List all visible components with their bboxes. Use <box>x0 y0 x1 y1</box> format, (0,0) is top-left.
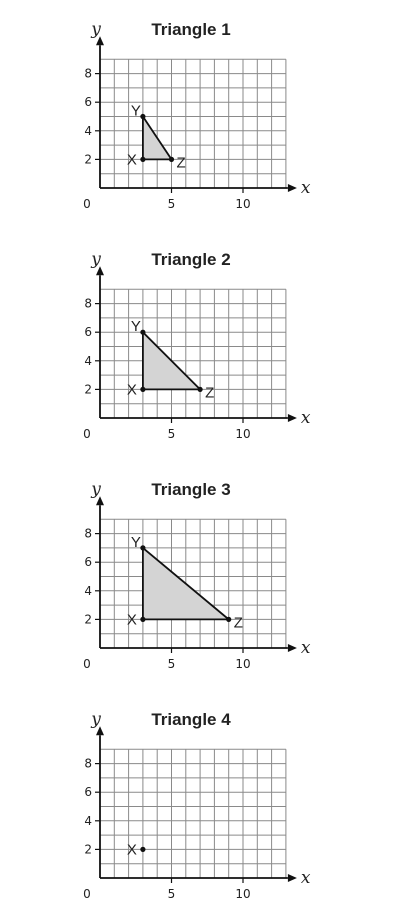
triangle-shape <box>141 545 232 621</box>
vertex-label-z: Z <box>205 384 214 401</box>
triangle-shape <box>141 113 174 161</box>
y-axis-label: y <box>90 19 101 39</box>
y-tick-label: 4 <box>84 814 92 828</box>
panel-triangle-2: Triangle 2 x y 0 2 4 6 8 5 10 X Y Z <box>83 249 311 441</box>
panel-title: Triangle 1 <box>151 20 230 39</box>
vertex-label-x: X <box>127 151 137 168</box>
vertex-label-x: X <box>127 611 137 628</box>
vertex-point-z <box>168 156 175 162</box>
x-tick-label: 5 <box>168 887 176 901</box>
y-tick-label: 6 <box>84 95 92 109</box>
grid <box>100 58 287 188</box>
y-tick-label: 8 <box>84 757 92 771</box>
x-axis-arrow-icon <box>287 414 297 422</box>
vertex-point-y <box>140 545 146 551</box>
y-tick-label: 6 <box>84 325 92 339</box>
x-axis-label: x <box>301 178 311 198</box>
origin-label: 0 <box>83 197 91 211</box>
vertex-point-x <box>140 846 146 853</box>
panel-triangle-1: Triangle 1 x y 0 2 4 6 8 5 10 X Y Z <box>83 19 311 211</box>
origin-label: 0 <box>83 657 91 671</box>
x-tick-label: 10 <box>235 887 250 901</box>
x-axis-label: x <box>301 638 311 658</box>
y-axis-arrow-icon <box>96 726 104 736</box>
x-tick-label: 5 <box>168 427 176 441</box>
panel-title: Triangle 2 <box>151 250 230 269</box>
x-tick-label: 5 <box>168 197 176 211</box>
y-tick-label: 4 <box>84 584 92 598</box>
grid <box>100 518 287 648</box>
x-axis-arrow-icon <box>287 184 297 192</box>
y-tick-label: 2 <box>84 382 92 396</box>
y-axis-arrow-icon <box>96 496 104 506</box>
vertex-point-x <box>140 616 146 623</box>
vertex-point-x <box>140 156 146 162</box>
y-tick-label: 2 <box>84 612 92 626</box>
panel-title: Triangle 3 <box>151 480 230 499</box>
x-tick-label: 10 <box>235 197 250 211</box>
grid <box>100 748 287 878</box>
y-axis-label: y <box>90 709 101 729</box>
x-axis-label: x <box>301 408 311 428</box>
origin-label: 0 <box>83 887 91 901</box>
vertex-label-x: X <box>127 381 137 398</box>
vertex-label-y: Y <box>131 534 141 551</box>
x-tick-label: 5 <box>168 657 176 671</box>
panel-triangle-3: Triangle 3 x y 0 2 4 6 8 5 10 X Y Z <box>83 479 311 671</box>
vertex-point-z <box>197 386 203 392</box>
vertex-label-y: Y <box>131 103 141 120</box>
y-tick-label: 6 <box>84 555 92 569</box>
origin-label: 0 <box>83 427 91 441</box>
y-axis-arrow-icon <box>96 266 104 276</box>
x-tick-label: 10 <box>235 427 250 441</box>
x-axis-label: x <box>301 868 311 888</box>
triangle-shape <box>141 330 203 391</box>
y-tick-label: 6 <box>84 785 92 799</box>
y-tick-label: 2 <box>84 152 92 166</box>
y-axis-label: y <box>90 249 101 269</box>
x-tick-label: 10 <box>235 657 250 671</box>
panel-triangle-4: Triangle 4 x y 0 2 4 6 8 5 10 X <box>83 709 311 901</box>
y-axis-arrow-icon <box>96 36 104 46</box>
vertex-point-x <box>140 386 146 392</box>
panel-title: Triangle 4 <box>151 710 231 729</box>
vertex-point-z <box>226 616 232 623</box>
x-axis-arrow-icon <box>287 644 297 652</box>
vertex-point-y <box>140 329 146 335</box>
y-tick-label: 8 <box>84 527 92 541</box>
grid <box>100 288 287 418</box>
vertex-label-x: X <box>127 841 137 858</box>
y-tick-label: 4 <box>84 124 92 138</box>
y-axis-label: y <box>90 479 101 499</box>
y-tick-label: 8 <box>84 297 92 311</box>
x-axis-arrow-icon <box>287 874 297 882</box>
y-tick-label: 2 <box>84 842 92 856</box>
vertex-point-y <box>140 113 146 120</box>
vertex-label-y: Y <box>131 318 141 335</box>
y-tick-label: 4 <box>84 354 92 368</box>
vertex-label-z: Z <box>234 614 243 631</box>
vertex-label-z: Z <box>177 154 186 171</box>
y-tick-label: 8 <box>84 67 92 81</box>
